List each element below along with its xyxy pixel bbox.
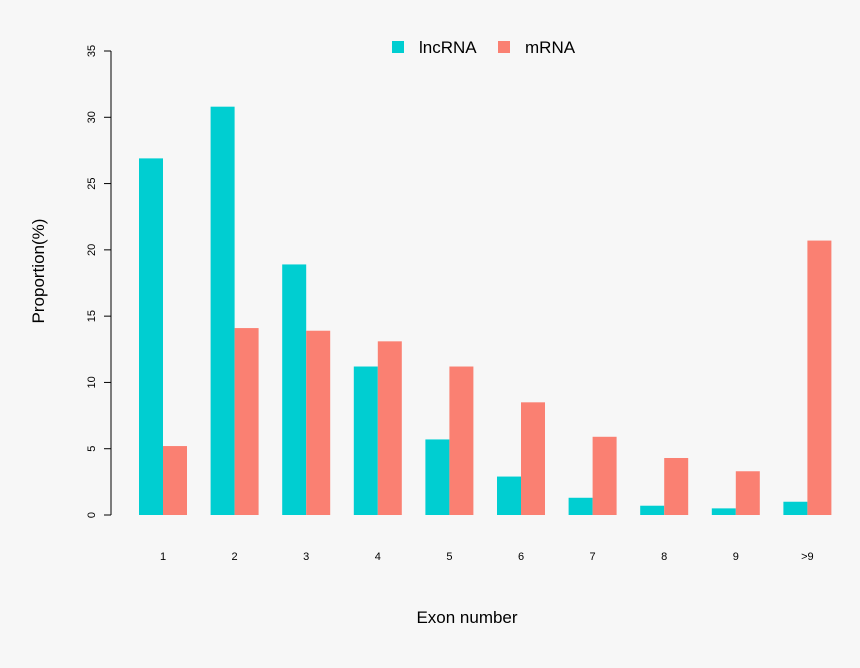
y-tick-label: 5 — [86, 446, 98, 452]
x-tick-label: 5 — [446, 551, 452, 563]
y-tick-label: 30 — [86, 111, 98, 123]
bar-lncrna-1 — [139, 158, 163, 515]
bar-mrna-10 — [807, 240, 832, 515]
y-tick-label: 20 — [86, 244, 98, 256]
y-axis: 0 5 10 15 20 25 30 35 — [86, 45, 112, 518]
bar-mrna-9 — [735, 471, 760, 515]
bar-lncrna-10 — [783, 501, 808, 515]
bars — [139, 106, 832, 516]
legend-label-mrna: mRNA — [525, 38, 576, 57]
bar-mrna-4 — [377, 341, 402, 515]
bar-lncrna-3 — [282, 264, 307, 515]
x-tick-label: 3 — [303, 551, 309, 563]
x-tick-label: 2 — [232, 551, 238, 563]
bar-lncrna-6 — [497, 476, 521, 515]
x-tick-label: >9 — [801, 551, 814, 563]
legend-label-lncrna: lncRNA — [419, 38, 477, 57]
bar-mrna-6 — [521, 402, 545, 515]
y-axis-title: Proportion(%) — [29, 219, 48, 324]
y-tick-label: 10 — [86, 376, 98, 388]
x-tick-label: 8 — [661, 551, 667, 563]
bar-mrna-3 — [306, 330, 331, 515]
bar-mrna-1 — [163, 446, 187, 515]
bar-lncrna-2 — [210, 106, 235, 516]
x-tick-labels: 1 2 3 4 5 6 7 8 9 >9 — [160, 551, 814, 563]
y-tick-label: 15 — [86, 310, 98, 322]
x-tick-label: 9 — [733, 551, 739, 563]
x-tick-label: 6 — [518, 551, 524, 563]
legend-swatch-lncrna — [392, 41, 404, 53]
x-axis-title: Exon number — [416, 608, 517, 627]
x-tick-label: 4 — [375, 551, 381, 563]
x-tick-label: 1 — [160, 551, 166, 563]
x-tick-label: 7 — [590, 551, 596, 563]
bar-lncrna-8 — [640, 505, 665, 515]
legend-swatch-mrna — [498, 41, 510, 53]
bar-lncrna-7 — [568, 497, 593, 515]
bar-mrna-5 — [449, 366, 474, 515]
bar-mrna-7 — [592, 436, 617, 515]
bar-lncrna-9 — [711, 508, 736, 515]
y-tick-label: 0 — [86, 512, 98, 518]
y-tick-label: 25 — [86, 177, 98, 189]
bar-lncrna-5 — [425, 439, 450, 515]
bar-mrna-8 — [664, 457, 689, 515]
y-tick-label: 35 — [86, 45, 98, 57]
bar-lncrna-4 — [353, 366, 378, 515]
bar-mrna-2 — [234, 328, 259, 515]
legend: lncRNA mRNA — [392, 38, 576, 57]
